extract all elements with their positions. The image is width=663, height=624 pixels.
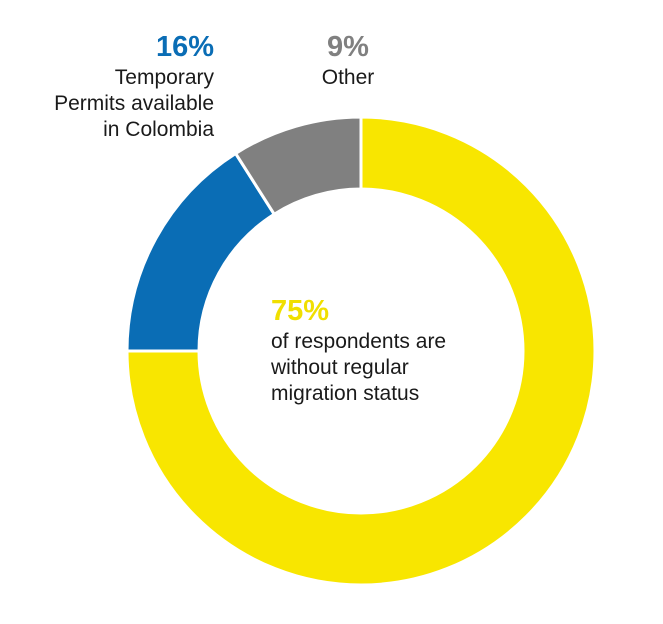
blue-slice-desc-line-3: in Colombia bbox=[103, 117, 214, 141]
blue-slice bbox=[125, 151, 277, 353]
yellow-slice-percent: 75% bbox=[271, 295, 330, 327]
blue-slice-percent: 16% bbox=[155, 31, 214, 63]
blue-slice-label: 16% Temporary Permits available in Colom… bbox=[54, 30, 214, 142]
yellow-slice bbox=[125, 115, 597, 587]
gray-slice-label: 9% Other bbox=[318, 30, 378, 91]
gray-slice bbox=[233, 115, 363, 217]
yellow-slice-desc-line-1: of respondents are bbox=[271, 330, 447, 354]
blue-slice-desc-line-2: Permits available bbox=[54, 91, 214, 115]
yellow-slice-desc-line-2: without regular bbox=[271, 355, 409, 379]
gray-slice-percent: 9% bbox=[327, 31, 369, 63]
gray-slice-desc-line-1: Other bbox=[321, 66, 375, 90]
yellow-slice-desc-line-3: migration status bbox=[271, 381, 420, 405]
center-label: 75% of respondents are without regular m… bbox=[271, 294, 446, 406]
blue-slice-desc-line-1: Temporary bbox=[114, 66, 214, 90]
